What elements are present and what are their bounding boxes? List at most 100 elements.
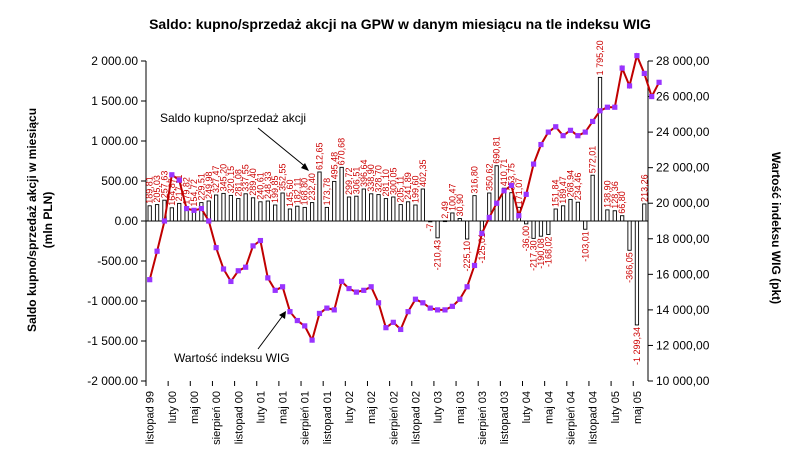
wig-point (464, 284, 470, 290)
saldo-data-label: 205,11 (396, 176, 406, 203)
saldo-bar (369, 193, 374, 222)
bar-annotation: Saldo kupno/sprzedaż akcji (160, 111, 309, 171)
x-tick-label: maj 04 (543, 391, 555, 424)
saldo-bar (243, 193, 248, 222)
saldo-bar (228, 194, 234, 222)
wig-point (590, 118, 596, 125)
x-tick-label: luty 05 (610, 391, 622, 423)
saldo-data-label: 1 795,20 (595, 40, 605, 75)
line-annotation: Wartość indeksu WIG (174, 311, 290, 365)
left-tick-label: -1 000.00 (87, 294, 138, 308)
saldo-data-label: 248,33 (263, 171, 273, 199)
wig-point (634, 53, 640, 59)
left-tick-label: 2 000.00 (91, 54, 138, 68)
saldo-bar (302, 206, 307, 222)
saldo-data-label: 572,01 (588, 146, 598, 174)
right-axis-ticks: 10 000,00 12 000,00 14 000,00 16 000,00 18 0… (648, 54, 710, 388)
saldo-data-label: -225,10 (462, 241, 472, 272)
saldo-data-label: 199,60 (410, 175, 420, 203)
saldo-bar (435, 220, 440, 239)
saldo-bar (457, 218, 462, 222)
wig-point (375, 300, 382, 306)
wig-point (656, 79, 662, 85)
saldo-data-label: 670,68 (337, 138, 347, 166)
saldo-data-label: 232,40 (307, 173, 317, 201)
wig-point (257, 237, 264, 244)
saldo-data-label: -366,05 (625, 252, 635, 283)
saldo-bar (612, 210, 617, 222)
saldo-bar (524, 220, 529, 225)
x-tick-label: luty 00 (167, 391, 179, 423)
left-tick-label: -1 500.00 (87, 334, 138, 348)
x-tick-label: listopad 02 (410, 391, 422, 444)
x-tick-label: sierpień 00 (211, 391, 223, 445)
saldo-data-label: 345,20 (219, 164, 229, 192)
saldo-bar (273, 204, 278, 222)
saldo-bar (361, 188, 366, 222)
saldo-bar (177, 202, 182, 222)
saldo-bar (553, 208, 558, 222)
wig-point (243, 264, 249, 270)
wig-line (148, 52, 660, 343)
saldo-data-label: 281,08 (233, 169, 243, 197)
wig-point (279, 284, 286, 290)
saldo-data-label: 249,98 (204, 171, 214, 199)
wig-point (538, 141, 544, 148)
wig-point (523, 191, 529, 197)
right-axis-title: Wartość indeksu WIG (pkt) (769, 152, 783, 304)
bar-annotation-label: Saldo kupno/sprzedaż akcji (160, 111, 306, 125)
saldo-bar (354, 195, 359, 222)
saldo-data-label: 128,36 (610, 181, 620, 209)
wig-point (316, 310, 323, 317)
saldo-bar (250, 197, 256, 222)
wig-point (213, 245, 219, 251)
saldo-data-label: 179,82 (182, 177, 192, 205)
saldo-data-label: 240,61 (255, 172, 265, 200)
wig-point (154, 248, 160, 254)
chart-title: Saldo: kupno/sprzedaż akcji na GPW w dan… (149, 16, 651, 32)
saldo-data-label: 350,62 (484, 163, 494, 191)
x-tick-label: sierpień 04 (565, 391, 577, 445)
saldo-data-label: 189,47 (558, 176, 568, 204)
wig-point (427, 305, 433, 311)
bar-series (147, 76, 647, 326)
wig-point (530, 161, 537, 167)
saldo-data-label: -217,30 (529, 240, 539, 271)
wig-point (560, 133, 566, 139)
wig-point (169, 172, 175, 178)
wig-point (641, 70, 647, 77)
saldo-bar (169, 207, 174, 222)
saldo-bar (605, 209, 610, 222)
wig-point (309, 337, 315, 343)
saldo-bar (428, 220, 433, 223)
x-tick-label: listopad 99 (145, 391, 157, 444)
wig-point (198, 205, 204, 212)
wig-point (501, 188, 507, 194)
right-tick-label: 24 000,00 (656, 125, 710, 139)
saldo-data-label: 300,05 (388, 167, 398, 195)
line-annotation-label: Wartość indeksu WIG (174, 351, 290, 365)
wig-point (582, 129, 588, 135)
wig-point (147, 277, 153, 283)
right-tick-label: 22 000,00 (656, 161, 710, 175)
saldo-bar (442, 220, 448, 223)
wig-point (339, 278, 345, 285)
x-tick-label: sierpień 02 (388, 391, 400, 445)
wig-point (294, 317, 300, 324)
right-axis-title-text: Wartość indeksu WIG (pkt) (769, 152, 783, 304)
saldo-bar (509, 192, 514, 222)
saldo-data-label: 495,48 (329, 152, 339, 180)
wig-point (206, 218, 212, 224)
wig-point (383, 325, 389, 331)
wig-point (390, 319, 396, 325)
wig-point (435, 307, 441, 313)
saldo-bar (236, 198, 241, 222)
saldo-data-label: 328,70 (374, 165, 384, 193)
wig-point (272, 287, 278, 293)
saldo-data-label: 30,90 (455, 194, 465, 217)
saldo-bar (383, 198, 389, 222)
saldo-data-label: 217,11 (174, 175, 184, 202)
saldo-data-label: 402,35 (418, 159, 428, 187)
wig-point (361, 287, 367, 293)
